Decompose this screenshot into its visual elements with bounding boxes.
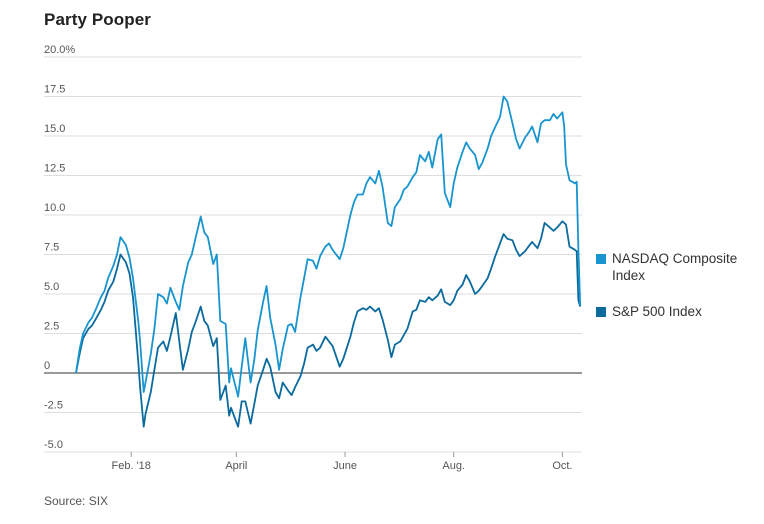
- legend-item-nasdaq: NASDAQ Composite Index: [596, 250, 761, 284]
- y-tick-label: 2.5: [44, 321, 59, 333]
- series-lines: [75, 95, 582, 428]
- y-tick-label: 5.0: [44, 281, 59, 293]
- y-tick-label: 20.0%: [44, 44, 75, 56]
- x-axis-tick-labels: Feb. '18 April June Aug. Oct.: [112, 452, 572, 472]
- x-tick-label: Oct.: [552, 460, 572, 472]
- y-axis-tick-labels: -5.0 -2.5 0 2.5 5.0 7.5 10.0 12.5 15.0 17.5 20.0%: [44, 44, 75, 451]
- legend: NASDAQ Composite Index S&P 500 Index: [596, 250, 761, 339]
- legend-swatch-nasdaq: [596, 254, 606, 264]
- y-tick-label: -5.0: [44, 439, 63, 451]
- y-tick-label: 17.5: [44, 84, 65, 96]
- series-line-sp500: [75, 220, 582, 428]
- x-tick-label: April: [225, 460, 247, 472]
- y-tick-label: -2.5: [44, 400, 63, 412]
- y-tick-label: 15.0: [44, 123, 65, 135]
- chart-title: Party Pooper: [44, 10, 152, 29]
- legend-item-sp500: S&P 500 Index: [596, 303, 761, 320]
- x-tick-label: Feb. '18: [112, 460, 151, 472]
- x-tick-label: June: [333, 460, 357, 472]
- y-tick-label: 12.5: [44, 163, 65, 175]
- x-tick-label: Aug.: [442, 460, 465, 472]
- series-line-nasdaq: [75, 95, 582, 398]
- source-note: Source: SIX: [44, 494, 109, 508]
- legend-label-nasdaq: NASDAQ Composite Index: [612, 251, 738, 283]
- gridlines: [44, 56, 582, 453]
- legend-swatch-sp500: [596, 307, 606, 317]
- legend-label-sp500: S&P 500 Index: [612, 304, 702, 319]
- y-tick-label: 10.0: [44, 202, 65, 214]
- y-tick-label: 7.5: [44, 242, 59, 254]
- y-tick-label: 0: [44, 360, 50, 372]
